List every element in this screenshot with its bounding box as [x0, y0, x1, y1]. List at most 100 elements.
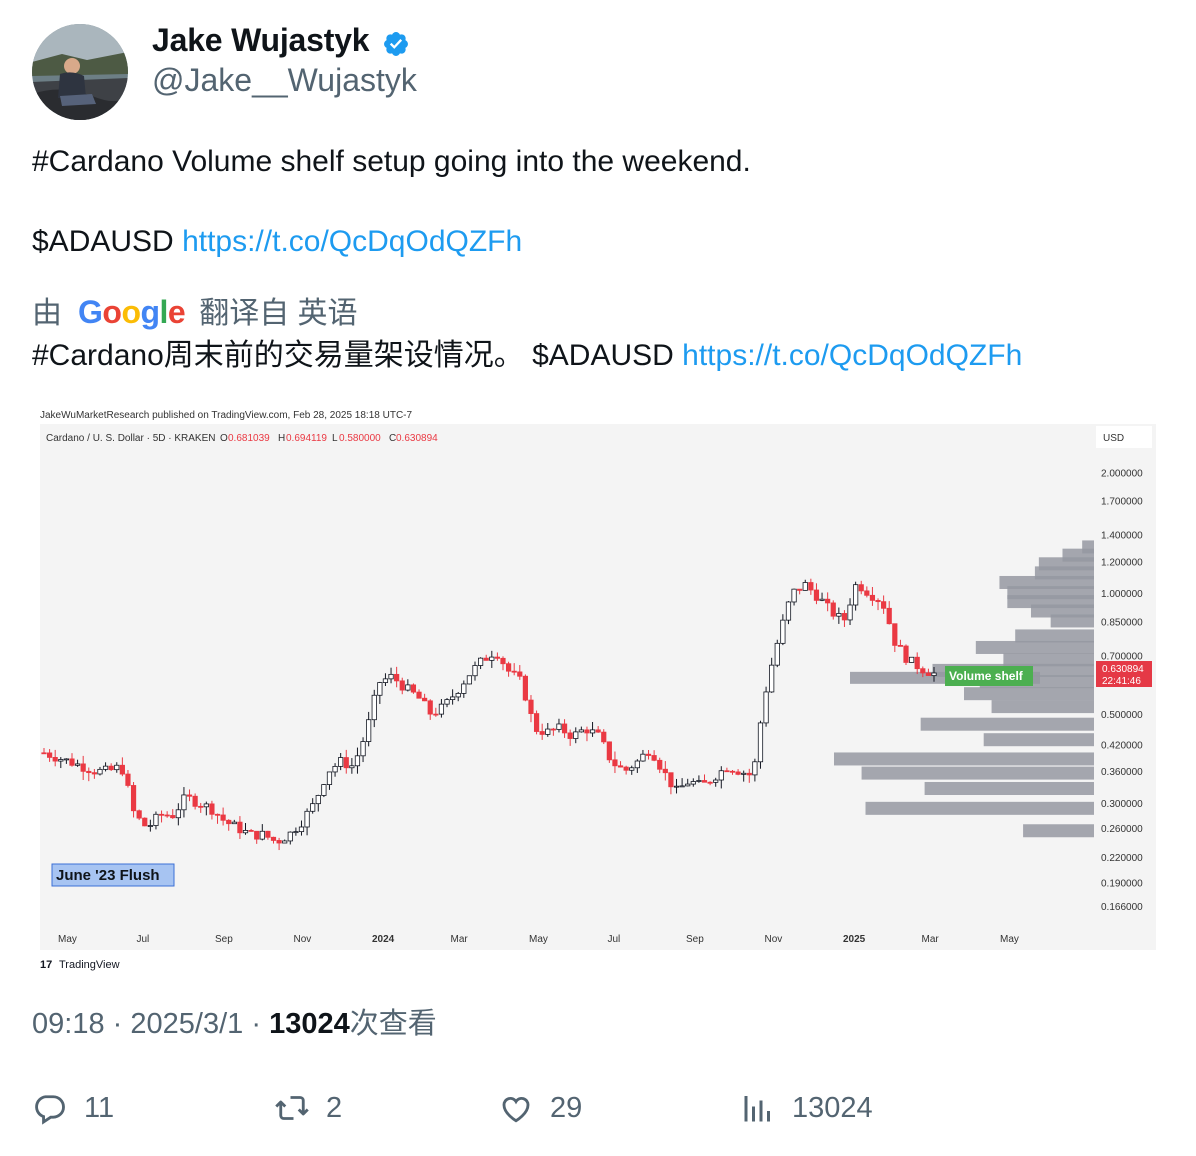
candle-body: [270, 836, 277, 841]
candle-body: [561, 723, 568, 734]
candle-body: [696, 780, 702, 782]
time-tick-label: 2025: [843, 934, 866, 945]
candle-body: [567, 732, 573, 739]
ohlc-c-label: C: [389, 433, 396, 444]
candle-body: [399, 680, 405, 691]
candle-body: [461, 683, 467, 694]
reply-icon: [35, 1095, 65, 1125]
candle-body: [500, 657, 506, 665]
tweet-link[interactable]: https://t.co/QcDqOdQZFh: [182, 225, 523, 258]
last-price-label: [1096, 661, 1152, 687]
candle-body: [774, 642, 780, 666]
candle-body: [248, 830, 254, 832]
volume-profile-bar: [1030, 604, 1094, 618]
candle-body: [539, 731, 545, 735]
time-tick-label: Jul: [608, 934, 621, 945]
volume-profile-bar: [1003, 653, 1094, 667]
candle-body: [869, 594, 876, 601]
candle-body: [595, 729, 601, 733]
candle-body: [931, 672, 937, 676]
candle-body: [584, 729, 590, 734]
candle-body: [354, 755, 361, 767]
candle-body: [920, 668, 926, 674]
price-tick-label: 0.360000: [1101, 767, 1143, 778]
repost-count: 2: [326, 1091, 343, 1124]
candle-body: [371, 694, 377, 721]
candle-body: [780, 619, 786, 644]
flush-annotation-box: [51, 863, 175, 887]
translation-link[interactable]: https://t.co/QcDqOdQZFh: [682, 339, 1023, 372]
last-price: 0.630894: [1102, 664, 1144, 675]
view-count: 13024: [269, 1008, 350, 1040]
candle-body: [533, 713, 540, 732]
volume-profile-bar: [999, 575, 1094, 589]
candle-body: [41, 752, 47, 755]
candle-body: [136, 810, 142, 819]
candle-body: [46, 752, 53, 758]
candle-body: [662, 768, 668, 774]
heart-icon: [502, 1097, 530, 1123]
candle-body: [886, 607, 892, 625]
tweet-date[interactable]: 2025/3/1: [130, 1008, 244, 1040]
candle-body: [606, 741, 612, 761]
candle-body: [444, 699, 450, 705]
time-tick-label: Mar: [922, 934, 940, 945]
translation-from: 翻译自 英语: [199, 297, 358, 330]
candle-body: [125, 773, 131, 786]
candle-body: [455, 693, 461, 698]
author-name[interactable]: Jake Wujastyk: [152, 22, 370, 58]
chart-image[interactable]: JakeWuMarketResearch published on Tradin…: [32, 398, 1164, 976]
avatar[interactable]: [32, 24, 128, 120]
candle-body: [629, 767, 635, 771]
time-tick-label: Sep: [686, 934, 704, 945]
time-tick-label: May: [58, 934, 77, 945]
candle-body: [226, 819, 232, 825]
candle-body: [673, 785, 680, 788]
volume-profile-bar: [975, 640, 1094, 654]
volume-profile-bar: [964, 687, 1094, 701]
candle-body: [808, 582, 814, 591]
ohlc-c-value: 0.630894: [396, 433, 438, 444]
volume-profile-bar: [1050, 614, 1094, 628]
countdown: 22:41:46: [1102, 676, 1141, 687]
candle-body: [315, 795, 321, 805]
author-handle[interactable]: @Jake__Wujastyk: [152, 62, 417, 98]
volume-profile-bar: [920, 717, 1094, 731]
candle-body: [52, 757, 58, 762]
time-tick-label: Mar: [451, 934, 469, 945]
tweet-ticker: $ADAUSD: [32, 225, 174, 258]
candle-body: [847, 604, 853, 621]
price-tick-label: 0.260000: [1101, 824, 1143, 835]
candle-body: [203, 803, 209, 808]
candle-body: [427, 700, 433, 715]
candle-body: [489, 656, 495, 661]
views-button[interactable]: 13024: [740, 1088, 873, 1128]
candle-body: [114, 764, 120, 771]
candle-body: [601, 731, 607, 743]
candle-body: [410, 684, 417, 693]
candle-body: [545, 728, 551, 735]
repost-button[interactable]: 2: [274, 1088, 342, 1128]
candle-body: [769, 664, 775, 693]
candle-body: [791, 588, 797, 603]
candle-body: [198, 805, 204, 808]
time-axis: May Jul Sep Nov 2024 Mar May Jul Sep Nov 2025 Mar Ma…: [58, 934, 1019, 945]
candle-body: [505, 663, 512, 672]
candle-body: [349, 765, 355, 769]
volume-profile-bar: [865, 801, 1094, 815]
price-tick-label: 0.500000: [1101, 710, 1143, 721]
candle-body: [668, 772, 674, 788]
price-tick-label: 0.850000: [1101, 617, 1143, 628]
candle-body: [304, 810, 310, 828]
tweet-time[interactable]: 09:18: [32, 1008, 105, 1040]
candle-body: [813, 589, 820, 601]
candle-body: [63, 758, 69, 761]
candle-body: [164, 814, 170, 817]
view-count-label: 次查看: [349, 1008, 437, 1040]
candle-body: [259, 830, 265, 840]
time-tick-label: Sep: [215, 934, 233, 945]
candle-body: [522, 675, 528, 701]
reply-button[interactable]: 11: [32, 1088, 114, 1128]
price-tick-label: 0.700000: [1101, 651, 1143, 662]
like-button[interactable]: 29: [498, 1088, 582, 1128]
